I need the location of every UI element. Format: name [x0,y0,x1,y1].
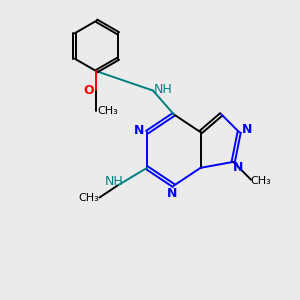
Text: N: N [167,187,178,200]
Text: NH: NH [154,82,173,96]
Text: CH₃: CH₃ [98,106,118,116]
Text: CH₃: CH₃ [79,193,99,202]
Text: NH: NH [105,175,124,188]
Text: N: N [242,123,252,136]
Text: N: N [232,161,243,174]
Text: O: O [84,84,94,97]
Text: CH₃: CH₃ [250,176,271,186]
Text: N: N [134,124,144,137]
